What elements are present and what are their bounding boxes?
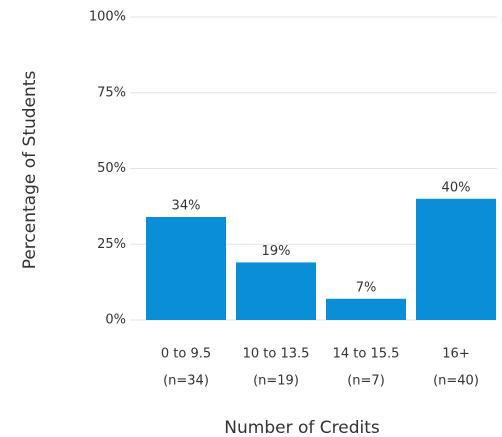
data-label: 19% [262, 244, 291, 259]
x-tick-label: (n=34) [163, 374, 209, 389]
bar [326, 298, 406, 320]
x-axis-label: Number of Credits [224, 418, 380, 437]
x-tick-label: 0 to 9.5 [161, 347, 211, 362]
x-tick-label: 10 to 13.5 [243, 347, 310, 362]
y-tick-label: 0% [105, 313, 126, 328]
x-tick-label: (n=7) [347, 374, 385, 389]
y-axis-label: Percentage of Students [20, 71, 40, 270]
bar [416, 198, 496, 320]
y-tick-label: 25% [97, 237, 126, 252]
y-tick-label: 75% [97, 85, 126, 100]
x-tick-label: 16+ [442, 347, 469, 362]
data-label: 40% [442, 180, 471, 195]
y-tick-label: 100% [89, 10, 126, 25]
y-tick-label: 50% [97, 161, 126, 176]
bar [146, 216, 226, 320]
data-label: 34% [172, 198, 201, 213]
data-label: 7% [356, 280, 377, 295]
x-tick-label: (n=19) [253, 374, 299, 389]
bar [236, 262, 316, 320]
x-tick-label: 14 to 15.5 [333, 347, 400, 362]
x-tick-label: (n=40) [433, 374, 479, 389]
